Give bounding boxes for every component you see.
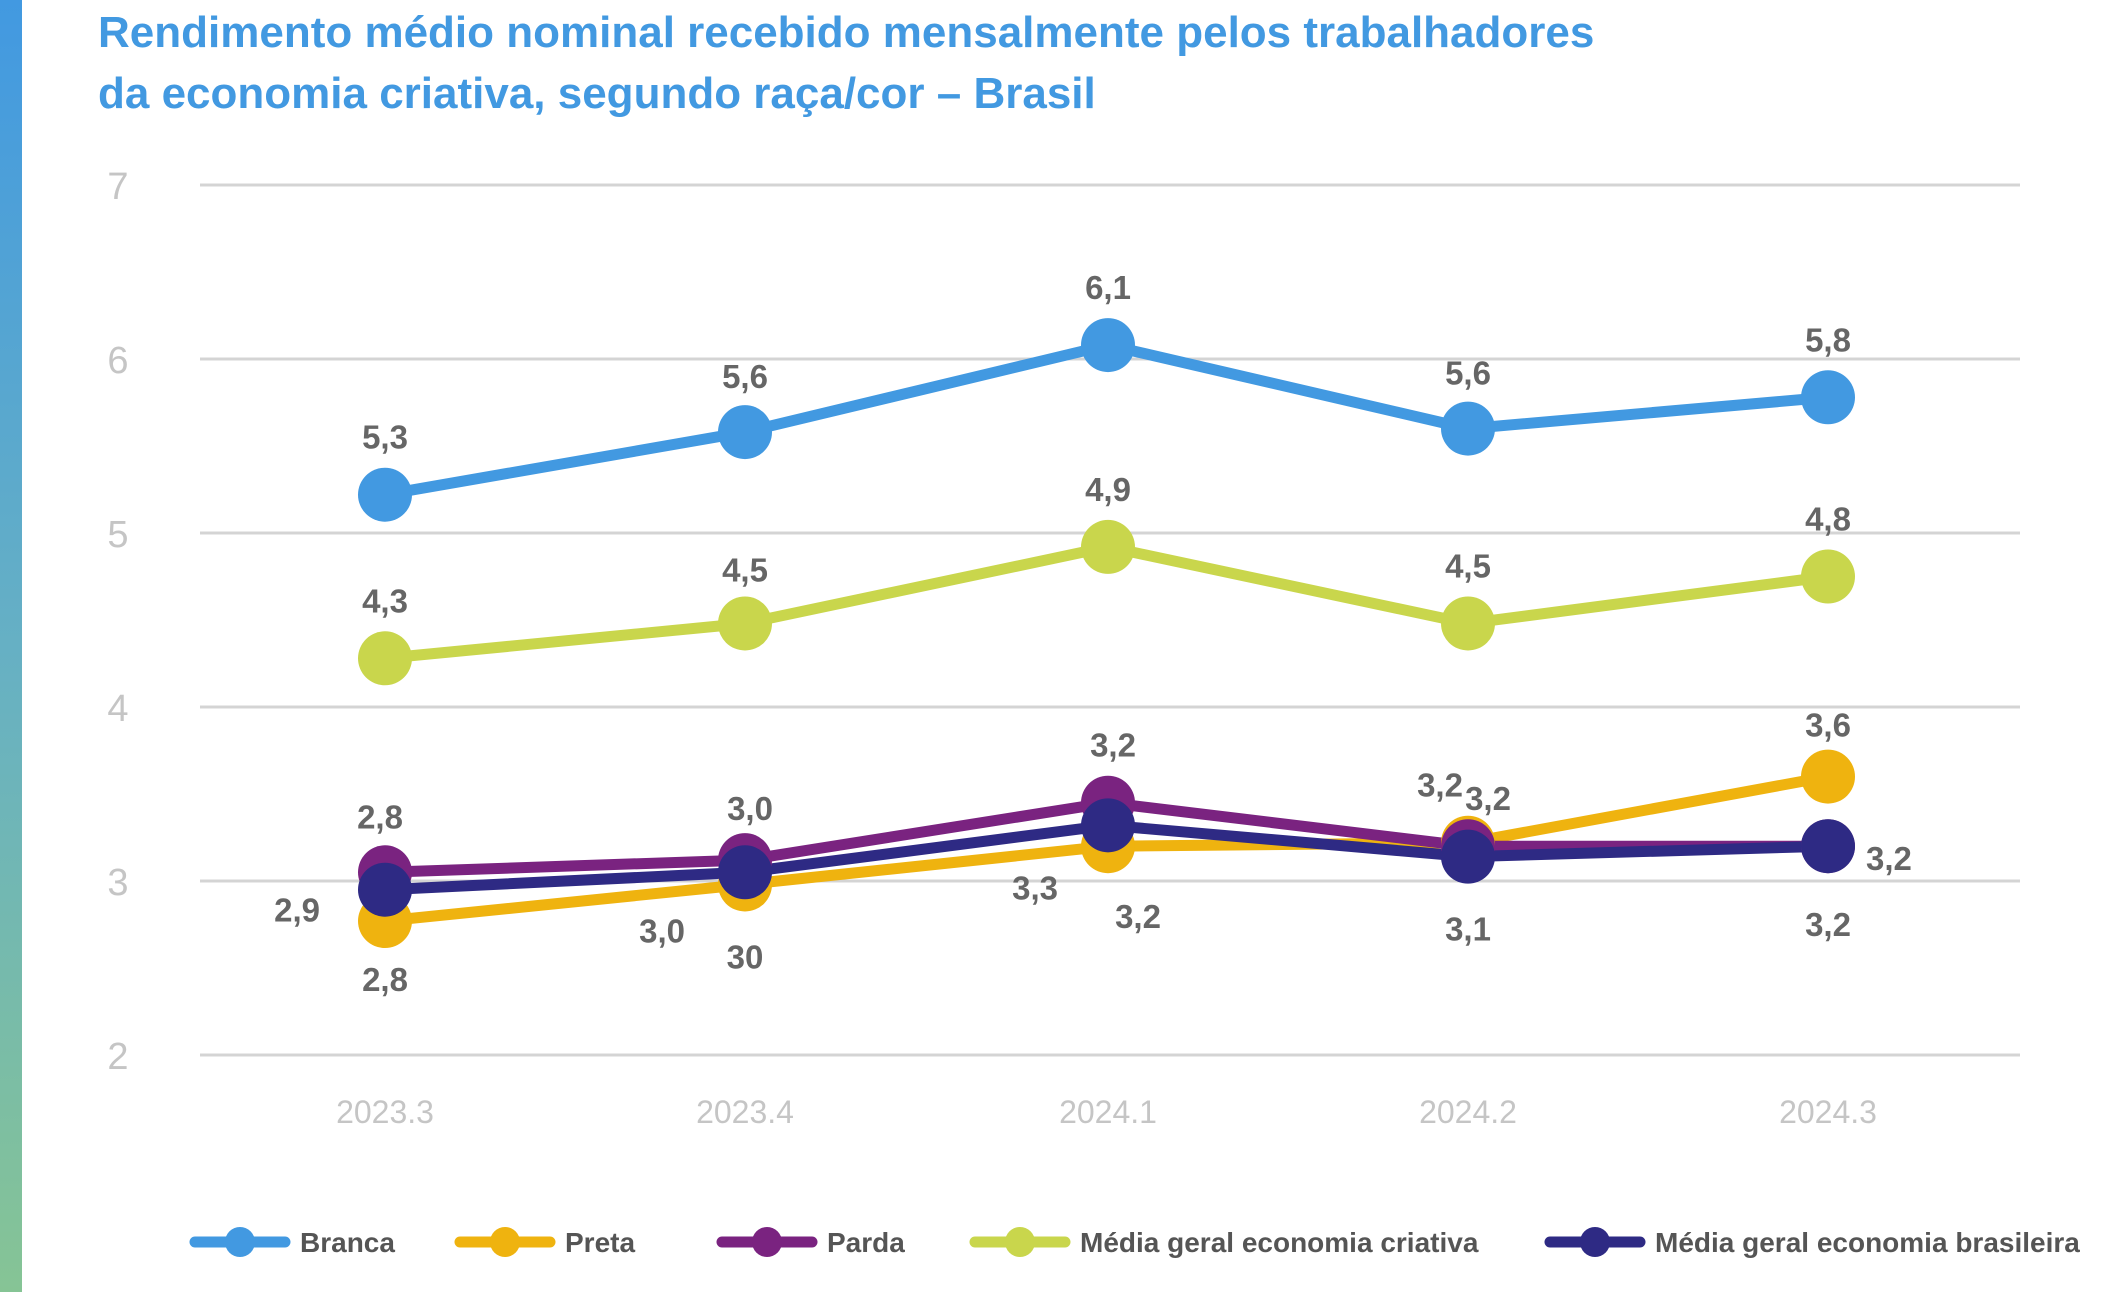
y-tick-label: 7: [107, 166, 128, 208]
data-point-media-geral-economia-criativa: [1801, 549, 1855, 604]
x-axis-ticks: 2023.3 2023.4 2024.1 2024.2 2024.3: [336, 1094, 1877, 1130]
data-label-media-geral-economia-brasileira: 3,3: [1012, 869, 1058, 906]
legend-marker-preta: [490, 1227, 520, 1257]
y-tick-label: 6: [107, 340, 128, 382]
legend-label-preta: Preta: [565, 1227, 635, 1258]
data-point-media-geral-economia-criativa: [358, 631, 412, 686]
legend-marker-media-geral-economia-brasileira: [1580, 1227, 1610, 1257]
data-label-preta: 30: [727, 938, 764, 975]
data-label-branca: 5,8: [1805, 321, 1851, 358]
data-label-preta: 2,8: [362, 961, 408, 998]
data-label-branca: 6,1: [1085, 269, 1131, 306]
data-point-branca: [358, 467, 412, 522]
data-label-media-geral-economia-brasileira: 3,1: [1445, 911, 1491, 948]
x-tick-label: 2023.4: [696, 1094, 794, 1130]
data-label-media-geral-economia-criativa: 4,9: [1085, 471, 1131, 508]
data-labels: 4,34,54,94,54,85,35,66,15,65,82,8303,23,…: [274, 269, 1912, 998]
data-label-media-geral-economia-criativa: 4,5: [722, 551, 768, 588]
data-label-media-geral-economia-criativa: 4,3: [362, 582, 408, 619]
data-point-media-geral-economia-brasileira: [358, 862, 412, 917]
data-label-preta: 3,2: [1115, 898, 1161, 935]
y-tick-label: 2: [107, 1036, 128, 1078]
x-tick-label: 2024.2: [1419, 1094, 1517, 1130]
y-axis-ticks: 2 3 4 5 6 7: [107, 166, 128, 1078]
y-tick-label: 3: [107, 862, 128, 904]
data-point-media-geral-economia-brasileira: [1081, 798, 1135, 853]
accent-bar: [0, 0, 22, 1292]
chart-title-line-2: da economia criativa, segundo raça/cor –…: [98, 69, 1096, 118]
data-point-media-geral-economia-brasileira: [1801, 819, 1855, 874]
data-label-media-geral-economia-criativa: 4,8: [1805, 501, 1851, 538]
legend-label-media-geral-economia-criativa: Média geral economia criativa: [1080, 1227, 1479, 1258]
x-tick-label: 2024.1: [1059, 1094, 1157, 1130]
data-label-preta: 3,2: [1417, 767, 1463, 804]
data-label-parda: 3,0: [727, 790, 773, 827]
data-point-branca: [1441, 401, 1495, 456]
data-label-parda: 3,2: [1090, 727, 1136, 764]
data-point-branca: [1081, 318, 1135, 373]
data-label-media-geral-economia-brasileira: 3,0: [639, 912, 685, 949]
data-label-media-geral-economia-brasileira: 2,9: [274, 892, 320, 929]
data-point-preta: [1801, 749, 1855, 804]
x-tick-label: 2023.3: [336, 1094, 434, 1130]
legend-marker-media-geral-economia-criativa: [1005, 1227, 1035, 1257]
data-label-parda: 2,8: [357, 798, 403, 835]
x-tick-label: 2024.3: [1779, 1094, 1877, 1130]
series-points: [358, 318, 1855, 949]
data-point-branca: [718, 405, 772, 460]
legend-marker-branca: [225, 1227, 255, 1257]
legend-label-media-geral-economia-brasileira: Média geral economia brasileira: [1655, 1227, 2080, 1258]
y-tick-label: 4: [107, 688, 128, 730]
data-point-media-geral-economia-criativa: [1441, 596, 1495, 651]
data-label-branca: 5,6: [1445, 355, 1491, 392]
chart-title-line-1: Rendimento médio nominal recebido mensal…: [98, 8, 1595, 57]
y-tick-label: 5: [107, 514, 128, 556]
data-label-preta: 3,6: [1805, 707, 1851, 744]
data-point-media-geral-economia-brasileira: [1441, 829, 1495, 884]
legend: Branca Preta Parda Média geral economia cri…: [189, 1227, 2080, 1258]
data-label-branca: 5,6: [722, 358, 768, 395]
data-label-parda: 3,2: [1866, 840, 1912, 877]
data-point-media-geral-economia-criativa: [718, 596, 772, 651]
chart-title: Rendimento médio nominal recebido mensal…: [98, 2, 1898, 124]
data-label-media-geral-economia-brasileira: 3,2: [1805, 906, 1851, 943]
data-point-branca: [1801, 370, 1855, 425]
data-label-media-geral-economia-criativa: 4,5: [1445, 547, 1491, 584]
data-label-parda: 3,2: [1465, 780, 1511, 817]
legend-label-branca: Branca: [300, 1227, 395, 1258]
data-point-media-geral-economia-criativa: [1081, 519, 1135, 574]
legend-marker-parda: [752, 1227, 782, 1257]
data-point-media-geral-economia-brasileira: [718, 845, 772, 900]
legend-label-parda: Parda: [827, 1227, 905, 1258]
data-label-branca: 5,3: [362, 419, 408, 456]
gridlines: [200, 183, 2020, 1057]
